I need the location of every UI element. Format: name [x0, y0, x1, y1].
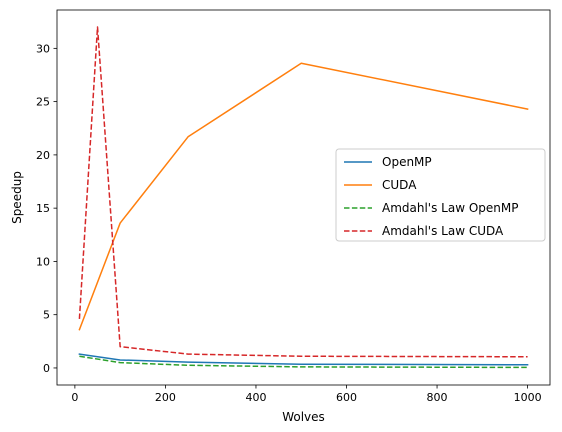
- x-axis-label: Wolves: [282, 410, 325, 424]
- x-tick-label: 800: [427, 391, 448, 404]
- legend: OpenMP CUDA Amdahl's Law OpenMP Amdahl's La…: [335, 148, 546, 242]
- y-axis-ticks: 0 5 10 15 20 25 30: [36, 42, 57, 375]
- legend-label-1: OpenMP: [382, 155, 432, 169]
- series-line-3: [79, 355, 528, 369]
- y-tick-label: 30: [36, 42, 50, 55]
- legend-label-2: CUDA: [382, 178, 417, 192]
- y-tick-label: 20: [36, 149, 50, 162]
- x-tick-label: 200: [155, 391, 176, 404]
- y-tick-label: 15: [36, 202, 50, 215]
- x-tick-label: 1000: [514, 391, 542, 404]
- axes-frame: [56, 9, 551, 386]
- series-line-1: [78, 353, 529, 366]
- y-tick-label: 10: [36, 255, 50, 268]
- legend-label-4: Amdahl's Law CUDA: [382, 224, 504, 238]
- series-line-4: [78, 26, 528, 358]
- y-tick-label: 5: [43, 309, 50, 322]
- legend-label-3: Amdahl's Law OpenMP: [382, 201, 518, 215]
- y-tick-label: 0: [43, 362, 50, 375]
- y-tick-label: 25: [36, 96, 50, 109]
- y-axis-label: Speedup: [10, 171, 24, 224]
- series-line-2: [78, 62, 529, 331]
- series-layer: [78, 26, 529, 369]
- x-tick-label: 400: [245, 391, 266, 404]
- x-tick-label: 0: [71, 391, 78, 404]
- legend-box: [335, 148, 546, 242]
- x-axis-ticks: 0 200 400 600 800 1000: [71, 385, 542, 404]
- x-tick-label: 600: [336, 391, 357, 404]
